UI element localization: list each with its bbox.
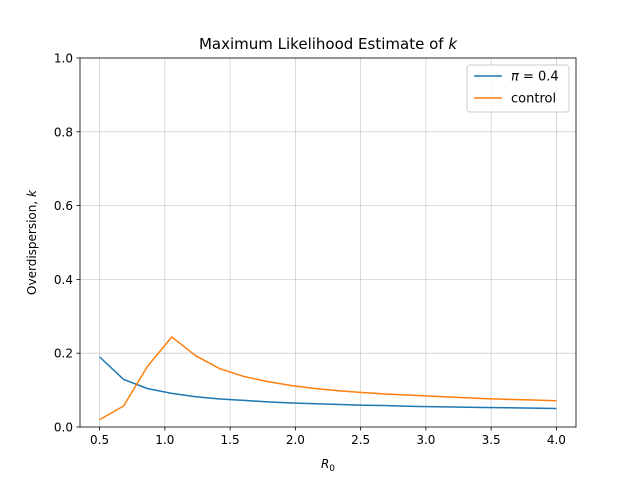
x-tick-label: 3.5 [482, 433, 501, 447]
axis-ticks: 0.5 1.0 1.5 2.0 2.5 3.0 3.5 4.0 0.0 0.2 0.4 0.6 0.8 1… [54, 52, 566, 448]
series-lines [99, 336, 557, 421]
y-tick-label: 1.0 [54, 52, 73, 66]
legend-label-pi: π = 0.4 [511, 70, 559, 85]
series-line-control [99, 336, 557, 421]
x-tick-label: 4.0 [547, 433, 566, 447]
legend-label-control: control [511, 92, 556, 107]
y-tick-label: 0.0 [54, 421, 73, 435]
x-tick-label: 1.5 [221, 433, 240, 447]
grid [80, 57, 576, 428]
x-tick-label: 2.5 [351, 433, 370, 447]
x-tick-label: 3.0 [416, 433, 435, 447]
x-tick-label: 0.5 [90, 433, 109, 447]
y-tick-label: 0.6 [54, 199, 73, 213]
series-line-pi [99, 356, 557, 410]
y-tick-label: 0.2 [54, 347, 73, 361]
y-tick-label: 0.8 [54, 125, 73, 139]
chart-title: Maximum Likelihood Estimate of k [199, 35, 458, 53]
y-axis-label: Overdispersion, k [25, 189, 39, 295]
plot-frame [79, 57, 577, 428]
x-tick-label: 2.0 [286, 433, 305, 447]
x-tick-label: 1.0 [155, 433, 174, 447]
y-tick-label: 0.4 [54, 273, 73, 287]
x-axis-label: R0 [321, 457, 335, 474]
legend: π = 0.4 control [466, 64, 570, 113]
